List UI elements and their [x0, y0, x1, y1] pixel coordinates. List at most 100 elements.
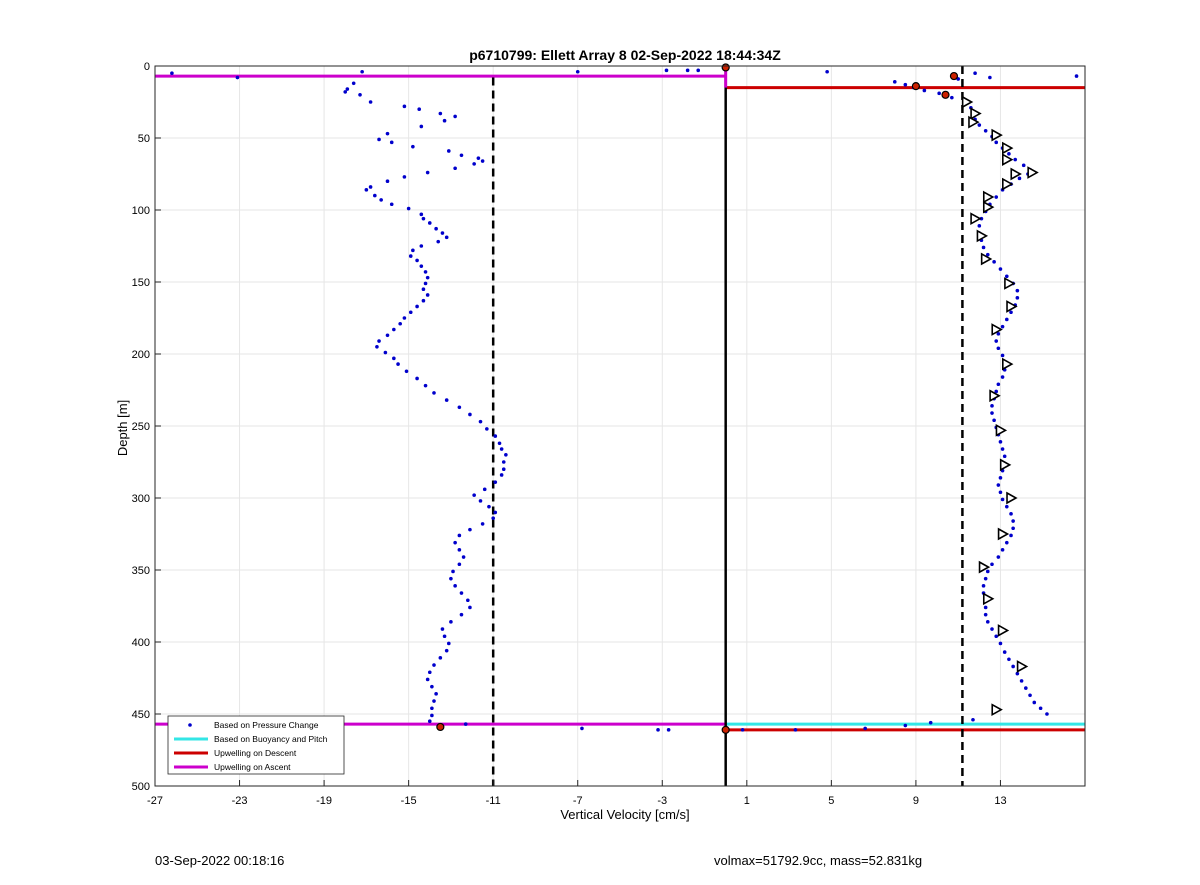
data-point [235, 75, 240, 80]
data-point [392, 356, 396, 361]
direction-triangle [980, 252, 993, 266]
data-point [421, 216, 426, 221]
data-point [438, 111, 443, 116]
data-point [1045, 712, 1049, 716]
data-point [423, 270, 428, 274]
data-point [985, 620, 990, 624]
red-marker [436, 722, 445, 732]
data-point [415, 376, 419, 381]
data-point [446, 149, 451, 153]
y-tick-label: 350 [132, 565, 150, 577]
data-point [411, 248, 415, 253]
data-point [408, 254, 413, 258]
data-point [343, 90, 348, 94]
data-point [444, 648, 449, 653]
data-point [1024, 686, 1028, 690]
legend-box [167, 715, 345, 775]
data-point [990, 404, 994, 408]
data-point [985, 569, 990, 574]
data-point [427, 670, 432, 675]
data-point [1000, 497, 1005, 502]
data-point [825, 69, 829, 74]
data-point [385, 333, 390, 338]
legend-label: Upwelling on Ascent [214, 762, 291, 772]
data-point [977, 123, 982, 127]
data-point [1015, 296, 1020, 300]
data-point [459, 612, 464, 617]
data-point [383, 350, 388, 355]
data-point [971, 717, 975, 722]
data-point [1000, 548, 1005, 552]
x-tick-label: -23 [232, 795, 248, 807]
data-point [996, 346, 1001, 351]
data-point [379, 198, 383, 202]
data-point [928, 720, 933, 725]
data-point [385, 179, 390, 183]
data-point [478, 419, 483, 424]
red-marker [911, 82, 921, 91]
data-point [1074, 74, 1079, 78]
data-point [449, 576, 453, 581]
data-point [994, 389, 999, 394]
y-tick-label: 300 [132, 493, 150, 505]
data-point [983, 612, 988, 617]
data-point [996, 483, 1001, 487]
data-point [1007, 657, 1011, 662]
data-point [463, 722, 468, 726]
data-point [419, 212, 424, 217]
x-tick-label: -11 [486, 795, 501, 807]
y-tick-label: 250 [132, 421, 150, 433]
data-point [425, 677, 430, 682]
direction-triangle [970, 212, 982, 225]
direction-triangle [976, 229, 989, 243]
data-point [417, 107, 422, 111]
data-point [998, 641, 1003, 646]
data-point [398, 321, 402, 326]
data-point [364, 188, 369, 192]
data-point [430, 684, 434, 689]
data-point [432, 391, 436, 395]
data-point [345, 87, 350, 91]
data-point [170, 71, 174, 75]
data-point [696, 68, 701, 73]
direction-triangle [1001, 177, 1014, 191]
data-point [903, 82, 908, 87]
data-point [451, 569, 455, 574]
x-tick-label: 5 [828, 795, 834, 807]
direction-triangle [999, 458, 1012, 472]
data-point [360, 69, 364, 74]
direction-triangle [991, 703, 1003, 717]
direction-triangle [982, 200, 995, 214]
data-point [351, 81, 356, 86]
data-point [990, 411, 994, 415]
data-point [430, 713, 434, 718]
data-point [666, 728, 671, 732]
data-point [402, 104, 407, 109]
data-point [449, 620, 453, 624]
x-axis-label: Vertical Velocity [cm/s] [560, 807, 689, 822]
data-point [499, 447, 504, 451]
data-point [446, 641, 451, 646]
data-point [377, 137, 381, 142]
data-point [1038, 706, 1043, 711]
footer-volmax-mass: volmax=51792.9cc, mass=52.831kg [714, 853, 923, 868]
data-point [1004, 540, 1009, 545]
data-point [453, 114, 457, 119]
data-point [425, 293, 430, 297]
data-point [466, 598, 470, 603]
direction-triangle [1001, 153, 1014, 166]
data-point [1000, 375, 1005, 379]
data-point [1011, 664, 1015, 669]
y-tick-label: 200 [132, 349, 150, 361]
grid [154, 65, 1085, 787]
data-point [459, 591, 464, 595]
y-tick-label: 150 [132, 277, 150, 289]
direction-markers [436, 63, 1039, 734]
data-point [983, 605, 988, 610]
y-tick-label: 400 [132, 637, 150, 649]
data-point [485, 427, 489, 431]
x-tick-label: -15 [401, 795, 417, 807]
data-point [575, 69, 580, 74]
data-point [892, 80, 897, 84]
direction-triangle [978, 560, 991, 574]
